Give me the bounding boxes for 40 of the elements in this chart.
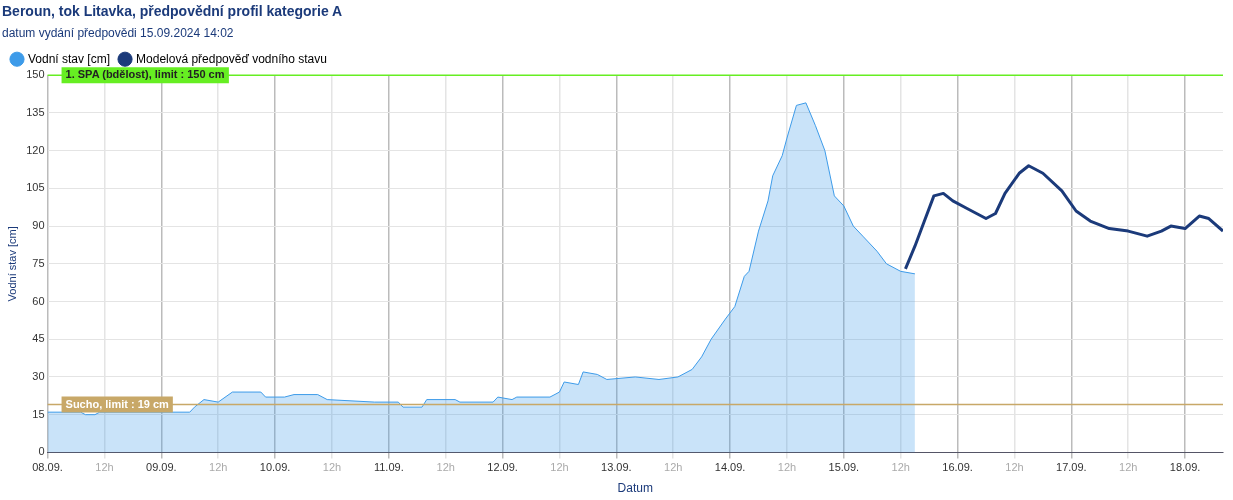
y-axis-title: Vodní stav [cm] <box>5 226 18 302</box>
legend-label: Modelová předpověď vodního stavu <box>136 51 327 66</box>
x-tick-label: 13.09. <box>601 461 632 474</box>
x-tick-label: 09.09. <box>146 461 177 474</box>
x-tick-label: 17.09. <box>1056 461 1087 474</box>
y-tick-label: 75 <box>32 256 45 269</box>
x-tick-label: 12h <box>550 461 569 474</box>
x-tick-label: 12h <box>95 461 114 474</box>
y-tick-label: 15 <box>32 407 45 420</box>
y-tick-label: 90 <box>32 219 45 232</box>
x-tick-label: 12h <box>209 461 228 474</box>
legend-label: Vodní stav [cm] <box>28 51 111 66</box>
y-tick-label: 135 <box>26 105 45 118</box>
y-tick-label: 150 <box>26 68 45 81</box>
x-tick-label: 12h <box>664 461 683 474</box>
x-tick-label: 12h <box>891 461 910 474</box>
chart-title: Beroun, tok Litavka, předpovědní profil kategorie A <box>2 3 343 20</box>
ref-line-label: Sucho, limit : 19 cm <box>65 397 170 410</box>
x-tick-label: 12h <box>1119 461 1138 474</box>
x-tick-label: 12h <box>322 461 342 474</box>
y-tick-label: 105 <box>26 181 45 194</box>
y-tick-label: 45 <box>32 332 45 345</box>
y-tick-label: 60 <box>32 294 45 307</box>
x-tick-label: 16.09. <box>942 461 973 474</box>
x-tick-label: 14.09. <box>714 461 746 474</box>
x-tick-label: 10.09. <box>259 461 291 474</box>
x-tick-label: 12.09. <box>487 461 518 474</box>
y-tick-label: 30 <box>32 369 45 382</box>
x-tick-label: 12h <box>1005 461 1024 474</box>
x-tick-label: 11.09. <box>373 461 404 474</box>
x-axis-title: Datum <box>617 481 653 496</box>
x-tick-label: 12h <box>436 461 455 474</box>
x-tick-label: 15.09. <box>828 461 860 474</box>
x-tick-label: 18.09. <box>1169 461 1201 474</box>
chart-subtitle: datum vydání předpovědi 15.09.2024 14:02 <box>2 26 234 41</box>
y-tick-label: 120 <box>26 143 45 156</box>
x-tick-label: 08.09. <box>32 461 63 474</box>
y-tick-label: 0 <box>38 445 45 458</box>
x-tick-label: 12h <box>777 461 797 474</box>
ref-line-label: 1. SPA (bdělost), limit : 150 cm <box>65 68 225 81</box>
